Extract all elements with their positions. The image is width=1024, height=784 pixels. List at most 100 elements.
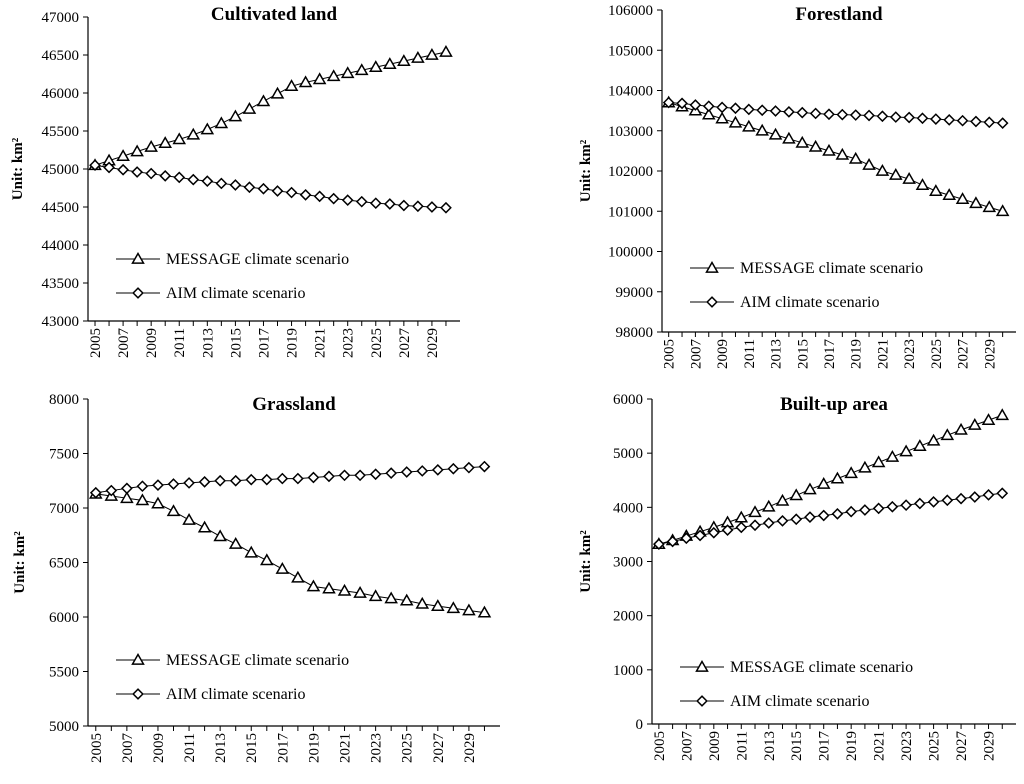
legend-label: MESSAGE climate scenario (166, 251, 349, 268)
data-point (244, 545, 259, 558)
x-tick-label: 2013 (762, 731, 778, 761)
data-point (795, 135, 810, 148)
data-point (849, 109, 862, 121)
data-point (775, 493, 790, 506)
data-point (167, 478, 180, 490)
y-tick-label: 0 (636, 717, 644, 733)
legend: MESSAGE climate scenario AIM climate scen… (680, 659, 913, 710)
chart-2: 5000 5500 6000 6500 7000 7500 8000 2005 2007 2009… (12, 392, 500, 763)
series-1 (89, 159, 452, 214)
data-point (702, 100, 715, 113)
x-tick-label: 2019 (844, 731, 860, 761)
data-point (120, 491, 134, 504)
legend-label: AIM climate scenario (166, 285, 306, 302)
data-point (942, 188, 956, 201)
data-point (385, 467, 398, 479)
series-line (95, 493, 485, 614)
legend-label: MESSAGE climate scenario (740, 260, 923, 277)
data-point (776, 515, 789, 527)
y-tick-label: 103000 (608, 124, 653, 140)
data-point (182, 512, 196, 525)
y-tick-label: 100000 (608, 245, 653, 261)
data-point (926, 433, 941, 446)
x-tick-label: 2021 (872, 731, 888, 761)
data-point (368, 60, 383, 73)
data-point (995, 408, 1010, 421)
data-point (299, 188, 312, 201)
data-point (200, 122, 215, 135)
legend: MESSAGE climate scenario AIM climate scen… (690, 260, 923, 311)
x-tick-label: 2005 (662, 339, 678, 369)
data-point (166, 504, 181, 517)
series-0 (88, 486, 492, 618)
legend: MESSAGE climate scenario AIM climate scen… (116, 251, 349, 302)
y-tick-label: 44000 (42, 238, 80, 254)
data-point (716, 101, 728, 114)
y-tick-label: 47000 (42, 10, 80, 26)
legend-marker (132, 287, 144, 299)
data-point (769, 105, 782, 117)
x-tick-label: 2029 (425, 328, 441, 358)
x-tick-label: 2013 (769, 339, 785, 369)
legend-marker (705, 260, 719, 273)
data-point (899, 444, 913, 457)
data-point (173, 171, 186, 184)
data-point (830, 471, 845, 484)
data-point (916, 112, 929, 125)
data-point (355, 195, 368, 208)
data-point (955, 192, 970, 205)
x-tick-label: 2027 (431, 733, 447, 764)
data-point (929, 184, 943, 196)
chart-title: Grassland (252, 394, 336, 415)
x-tick-label: 2017 (822, 339, 838, 370)
data-point (804, 511, 816, 523)
data-point (808, 139, 823, 152)
y-tick-label: 4000 (613, 500, 643, 516)
data-point (790, 513, 803, 526)
data-point (341, 194, 354, 207)
data-point (399, 593, 414, 606)
data-point (889, 111, 902, 123)
x-tick-label: 2005 (89, 733, 105, 763)
x-tick-label: 2023 (902, 339, 918, 369)
data-point (256, 94, 271, 107)
data-point (368, 589, 383, 602)
data-point (276, 472, 289, 485)
data-point (729, 102, 742, 115)
data-point (159, 169, 172, 182)
chart-3: 0 1000 2000 3000 4000 5000 6000 2005 2007 2009 201… (578, 392, 1016, 761)
data-point (135, 493, 150, 506)
data-point (875, 163, 890, 176)
data-point (886, 500, 899, 513)
data-point (383, 198, 396, 210)
x-tick-label: 2025 (369, 328, 385, 358)
data-point (858, 460, 872, 473)
data-point (337, 583, 352, 596)
data-point (721, 524, 734, 536)
x-tick-label: 2009 (715, 339, 731, 369)
data-point (275, 562, 290, 574)
data-point (431, 599, 445, 611)
x-tick-label: 2029 (982, 731, 998, 761)
y-tick-label: 101000 (608, 204, 653, 220)
data-point (323, 470, 335, 483)
x-tick-label: 2027 (397, 328, 413, 359)
data-point (943, 114, 956, 126)
y-tick-label: 98000 (616, 325, 654, 341)
chart-0: 43000 43500 44000 44500 45000 45500 46000 46500… (10, 4, 460, 358)
data-point (89, 159, 101, 172)
chart-1: 98000 99000 100000 101000 102000 103000 104000… (578, 3, 1016, 369)
data-point (131, 166, 143, 178)
data-point (117, 163, 129, 176)
data-point (446, 601, 461, 614)
data-point (243, 181, 256, 194)
x-tick-label: 2015 (795, 339, 811, 369)
data-point (130, 144, 144, 157)
data-point (271, 185, 284, 197)
data-point (229, 179, 242, 191)
data-point (929, 113, 942, 125)
legend-marker (132, 688, 144, 700)
data-point (312, 72, 327, 85)
data-point (876, 110, 889, 123)
x-tick-label: 2027 (956, 339, 972, 370)
